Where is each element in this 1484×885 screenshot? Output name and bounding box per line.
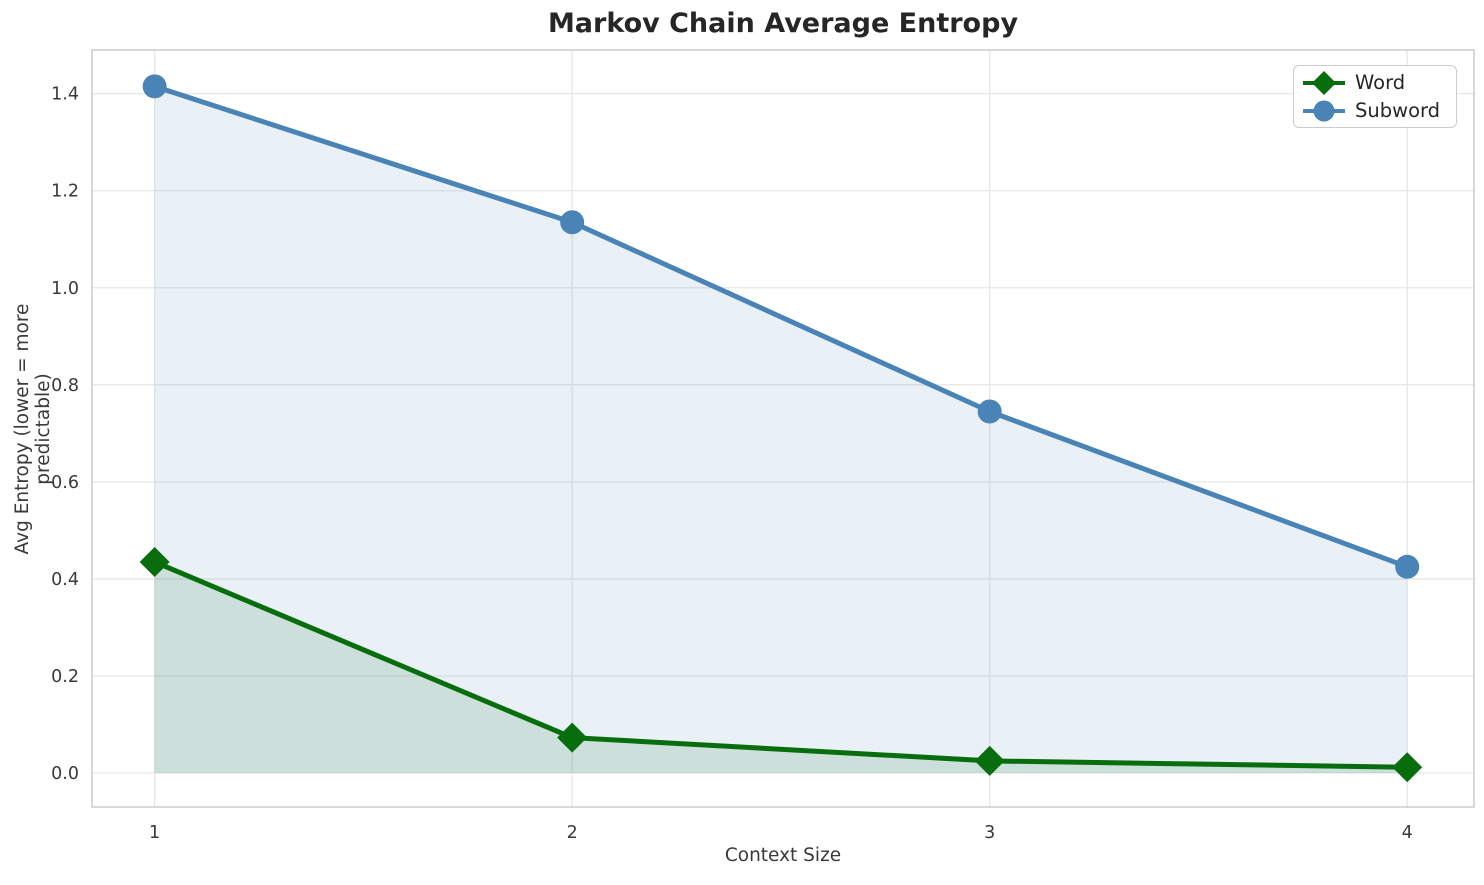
svg-text:0.4: 0.4 [51,570,79,590]
svg-text:0.6: 0.6 [51,473,79,493]
subword-fill-area [154,86,1408,774]
svg-text:1: 1 [149,823,160,843]
svg-text:0.8: 0.8 [51,376,79,396]
circle-marker-icon [142,74,167,99]
circle-marker-icon [977,399,1002,424]
svg-text:2: 2 [567,823,578,843]
subword-line [152,83,1410,570]
svg-text:0.2: 0.2 [51,667,79,687]
word-fill-area [154,561,1408,774]
svg-text:3: 3 [984,823,995,843]
diamond-marker-icon [557,722,588,753]
svg-text:4: 4 [1402,823,1413,843]
legend: Word Subword [1293,65,1457,128]
chart-title: Markov Chain Average Entropy [547,8,1019,39]
svg-text:1.2: 1.2 [51,182,79,202]
subword-markers [142,74,1420,579]
diamond-marker-icon [139,546,170,577]
circle-marker-icon [560,210,585,235]
diamond-marker-icon [1312,70,1336,95]
y-tick-labels: 0.0 0.2 0.4 0.6 0.8 1.0 1.2 1.4 [51,85,79,784]
word-legend-swatch [1303,70,1345,95]
svg-text:1.4: 1.4 [51,85,79,105]
legend-item-subword: Subword [1302,98,1448,124]
circle-marker-icon [1395,554,1420,579]
circle-marker-icon [1313,100,1335,121]
plot-border [91,49,1475,808]
diamond-marker-icon [974,745,1005,776]
gridlines [92,50,1474,807]
svg-text:0.0: 0.0 [51,764,79,784]
word-markers [139,546,1423,783]
legend-label-subword: Subword [1355,98,1441,122]
svg-text:1.0: 1.0 [51,279,79,299]
legend-label-word: Word [1355,70,1406,94]
word-line [152,559,1410,770]
subword-legend-swatch [1303,100,1345,121]
x-tick-labels: 1 2 3 4 [149,823,1413,843]
diamond-marker-icon [1392,752,1423,783]
y-axis-label: Avg Entropy (lower = more predictable) [12,303,54,555]
legend-item-word: Word [1302,70,1448,96]
x-axis-label: Context Size [724,845,842,866]
